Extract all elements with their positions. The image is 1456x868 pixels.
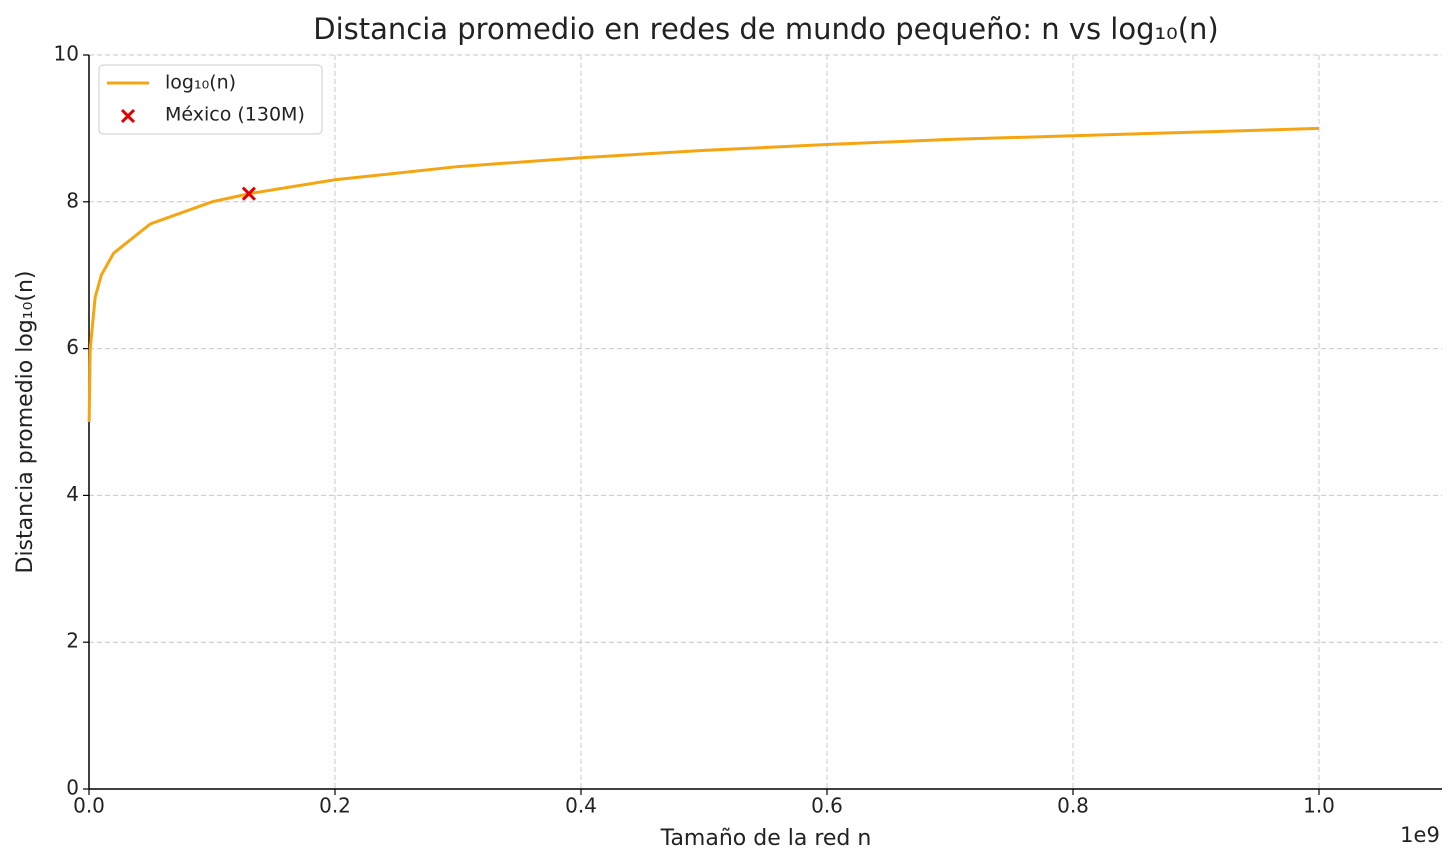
marker [241, 186, 256, 201]
y-tick-label: 8 [66, 188, 79, 212]
legend-label: México (130M) [165, 104, 305, 126]
y-tick-label: 6 [66, 335, 79, 359]
x-tick-label: 0.2 [319, 794, 351, 818]
y-tick-label: 2 [66, 629, 79, 653]
y-axis-label: Distancia promedio log₁₀(n) [13, 270, 38, 573]
legend-label: log₁₀(n) [165, 72, 236, 94]
chart-title: Distancia promedio en redes de mundo peq… [313, 12, 1219, 46]
scatter-point [241, 186, 256, 201]
x-tick-label: 1.0 [1303, 794, 1335, 818]
legend-box [98, 64, 323, 135]
y-tick-label: 0 [66, 776, 79, 800]
x-tick-label: 0.4 [565, 794, 597, 818]
marker [120, 108, 136, 124]
y-tick-label: 4 [66, 482, 79, 506]
x-axis-label: Tamaño de la red n [660, 826, 872, 851]
x-tick-label: 0.8 [1057, 794, 1089, 818]
data-line [87, 126, 1320, 423]
x-tick-label: 0.6 [811, 794, 843, 818]
y-tick-label: 10 [54, 42, 79, 66]
x-tick-label: 0.0 [73, 794, 105, 818]
x-offset-label: 1e9 [1400, 823, 1440, 847]
legend: log₁₀(n) México (130M) [98, 64, 323, 135]
